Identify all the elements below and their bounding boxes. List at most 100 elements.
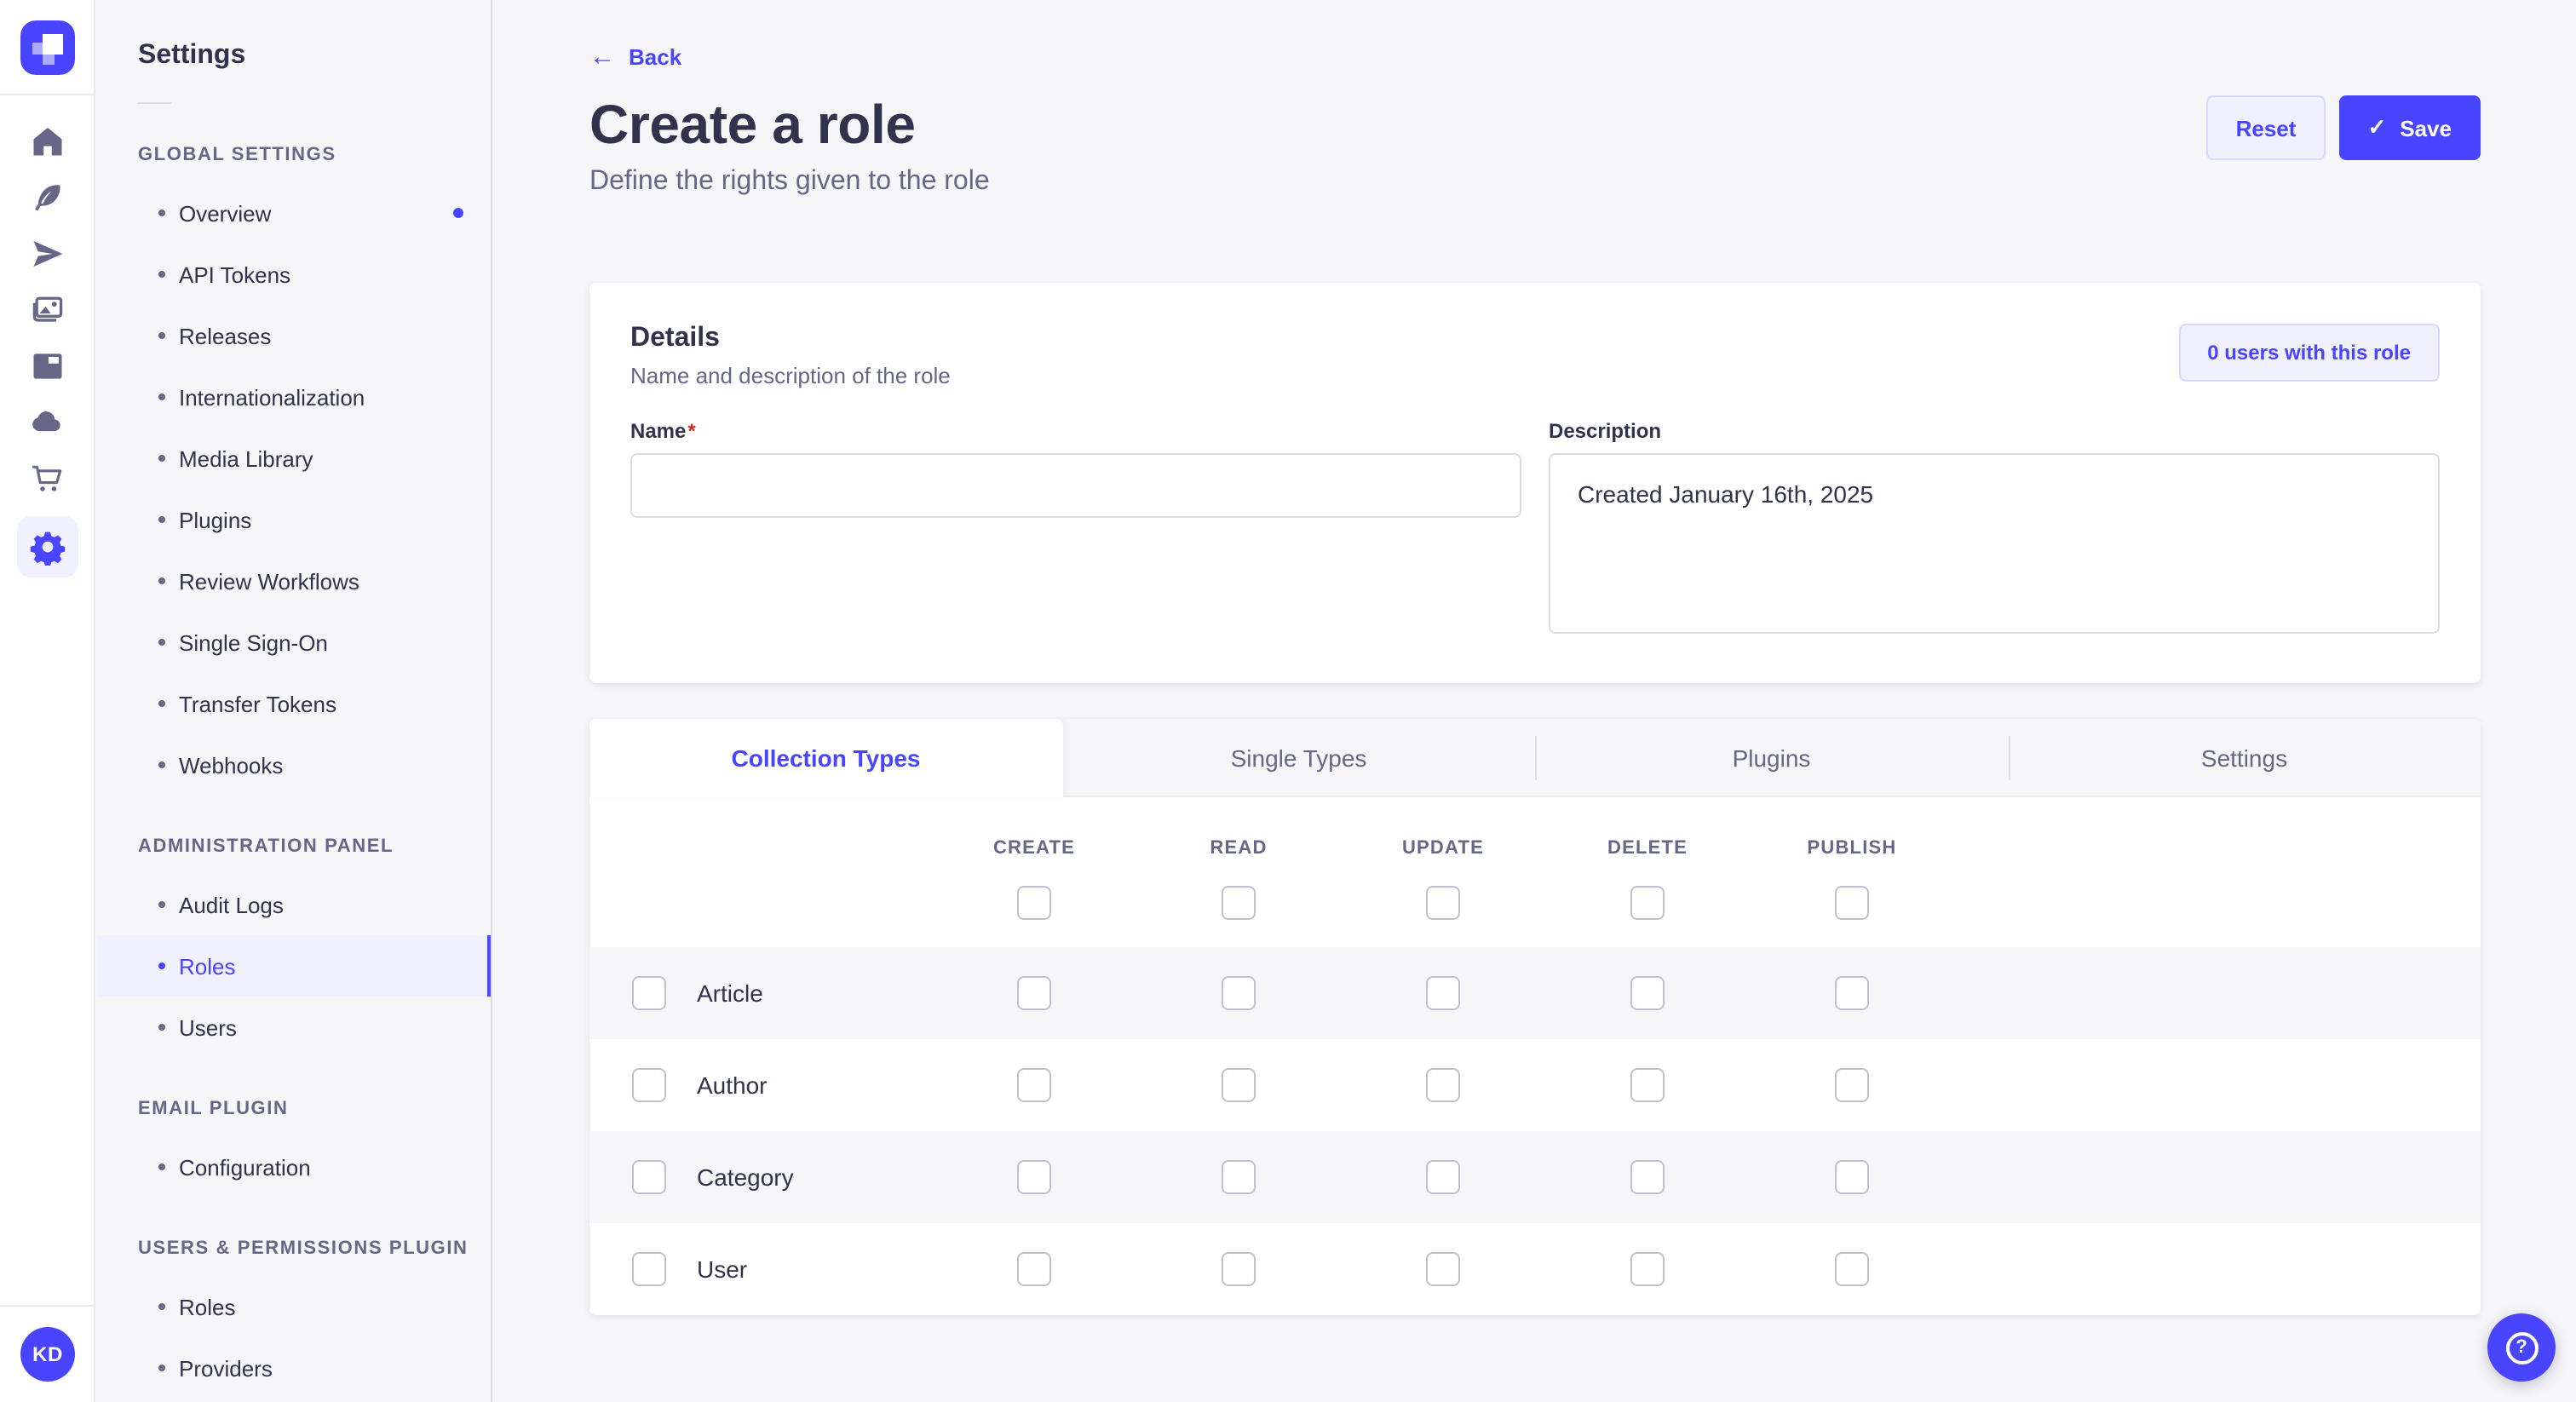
description-label: Description (1549, 419, 1662, 443)
paper-plane-icon (32, 240, 62, 267)
tab-plugins[interactable]: Plugins (1535, 719, 2008, 797)
category-read-checkbox[interactable] (1222, 1160, 1256, 1194)
user-avatar[interactable]: KD (20, 1327, 75, 1382)
select-all-row (589, 886, 2481, 920)
bullet-icon (158, 332, 165, 339)
reset-button[interactable]: Reset (2206, 95, 2326, 160)
author-delete-checkbox[interactable] (1630, 1068, 1665, 1102)
rail-deploy-button[interactable] (26, 404, 67, 441)
article-delete-checkbox[interactable] (1630, 976, 1665, 1010)
sidebar-item-review-workflows[interactable]: Review Workflows (97, 550, 491, 612)
details-fields: Name * Description Created January 16th, … (630, 419, 2440, 642)
bullet-icon (158, 901, 165, 908)
author-create-checkbox[interactable] (1017, 1068, 1051, 1102)
sidebar-item-releases[interactable]: Releases (97, 305, 491, 366)
main-content: ← Back Create a role Define the rights g… (494, 0, 2576, 1402)
tab-single-types[interactable]: Single Types (1230, 744, 1367, 772)
category-update-checkbox[interactable] (1426, 1160, 1460, 1194)
tab-collection-types[interactable]: Collection Types (589, 719, 1062, 797)
rail-marketplace-button[interactable] (26, 460, 67, 497)
row-select-checkbox[interactable] (632, 976, 666, 1010)
sidebar-item-audit-logs[interactable]: Audit Logs (97, 874, 491, 935)
section-label-email-plugin: EMAIL PLUGIN (138, 1099, 289, 1119)
category-create-checkbox[interactable] (1017, 1160, 1051, 1194)
tab-settings[interactable]: Settings (2008, 719, 2481, 797)
select-all-delete-checkbox[interactable] (1630, 886, 1665, 920)
user-create-checkbox[interactable] (1017, 1252, 1051, 1286)
role-description-input[interactable]: Created January 16th, 2025 (1549, 453, 2440, 634)
user-delete-checkbox[interactable] (1630, 1252, 1665, 1286)
bullet-icon (158, 1164, 165, 1170)
row-select-checkbox[interactable] (632, 1160, 666, 1194)
rail-settings-button[interactable] (16, 516, 78, 577)
article-create-checkbox[interactable] (1017, 976, 1051, 1010)
table-row-category: Category (589, 1131, 2481, 1223)
select-all-read-checkbox[interactable] (1222, 886, 1256, 920)
save-button[interactable]: ✓ Save (2338, 95, 2481, 160)
bullet-icon (158, 516, 165, 523)
content-type-label: Author (697, 1072, 768, 1099)
author-publish-checkbox[interactable] (1835, 1068, 1869, 1102)
bullet-icon (158, 455, 165, 462)
user-read-checkbox[interactable] (1222, 1252, 1256, 1286)
users-with-role-button[interactable]: 0 users with this role (2178, 324, 2440, 382)
row-select-checkbox[interactable] (632, 1252, 666, 1286)
table-row-author: Author (589, 1039, 2481, 1131)
sidebar-item-api-tokens[interactable]: API Tokens (97, 244, 491, 305)
back-link[interactable]: ← Back (589, 43, 682, 72)
category-delete-checkbox[interactable] (1630, 1160, 1665, 1194)
select-all-create-checkbox[interactable] (1017, 886, 1051, 920)
strapi-logo[interactable] (13, 14, 81, 82)
content-type-label: User (697, 1255, 748, 1283)
user-publish-checkbox[interactable] (1835, 1252, 1869, 1286)
sidebar-item-providers[interactable]: Providers (97, 1337, 491, 1399)
role-name-input[interactable] (630, 453, 1521, 518)
sidebar-item-media-library[interactable]: Media Library (97, 428, 491, 489)
help-button[interactable]: ? (2487, 1313, 2556, 1382)
rail-content-type-builder-button[interactable] (26, 348, 67, 385)
details-subtitle: Name and description of the role (630, 363, 951, 388)
content-layout-icon (32, 353, 61, 379)
strapi-logo-icon (20, 20, 74, 75)
sidebar-item-single-sign-on[interactable]: Single Sign-On (97, 612, 491, 673)
sidebar-item-users[interactable]: Users (97, 997, 491, 1058)
divider (138, 102, 172, 104)
user-update-checkbox[interactable] (1426, 1252, 1460, 1286)
sidebar-item-internationalization[interactable]: Internationalization (97, 366, 491, 428)
sidebar-item-configuration[interactable]: Configuration (97, 1136, 491, 1198)
sidebar-item-roles-admin[interactable]: Roles (97, 935, 491, 997)
sidebar-item-plugins[interactable]: Plugins (97, 489, 491, 550)
sidebar-item-webhooks[interactable]: Webhooks (97, 734, 491, 796)
column-header-publish: PUBLISH (1807, 838, 1897, 859)
article-update-checkbox[interactable] (1426, 976, 1460, 1010)
question-mark-icon: ? (2505, 1331, 2538, 1364)
category-publish-checkbox[interactable] (1835, 1160, 1869, 1194)
author-read-checkbox[interactable] (1222, 1068, 1256, 1102)
bullet-icon (158, 1024, 165, 1031)
bullet-icon (158, 962, 165, 969)
rail-media-library-button[interactable] (26, 291, 67, 329)
article-publish-checkbox[interactable] (1835, 976, 1869, 1010)
content-type-label: Article (697, 980, 763, 1007)
sidebar-item-roles-up[interactable]: Roles (97, 1276, 491, 1337)
section-label-administration-panel: ADMINISTRATION PANEL (138, 836, 394, 857)
rail-releases-button[interactable] (26, 235, 67, 273)
sidebar-item-overview[interactable]: Overview (97, 182, 491, 244)
notification-dot-icon (453, 208, 463, 218)
rail-divider (0, 94, 95, 95)
permissions-header: CREATE READ UPDATE DELETE PUBLISH (589, 797, 2481, 947)
select-all-update-checkbox[interactable] (1426, 886, 1460, 920)
bullet-icon (158, 271, 165, 278)
feather-icon (34, 185, 60, 211)
rail-content-manager-button[interactable] (26, 179, 67, 216)
article-read-checkbox[interactable] (1222, 976, 1256, 1010)
rail-home-button[interactable] (26, 123, 67, 160)
sidebar-title: Settings (138, 41, 246, 70)
author-update-checkbox[interactable] (1426, 1068, 1460, 1102)
sidebar-item-transfer-tokens[interactable]: Transfer Tokens (97, 673, 491, 734)
table-row-user: User (589, 1223, 2481, 1315)
select-all-publish-checkbox[interactable] (1835, 886, 1869, 920)
row-select-checkbox[interactable] (632, 1068, 666, 1102)
settings-gear-icon (29, 531, 65, 566)
